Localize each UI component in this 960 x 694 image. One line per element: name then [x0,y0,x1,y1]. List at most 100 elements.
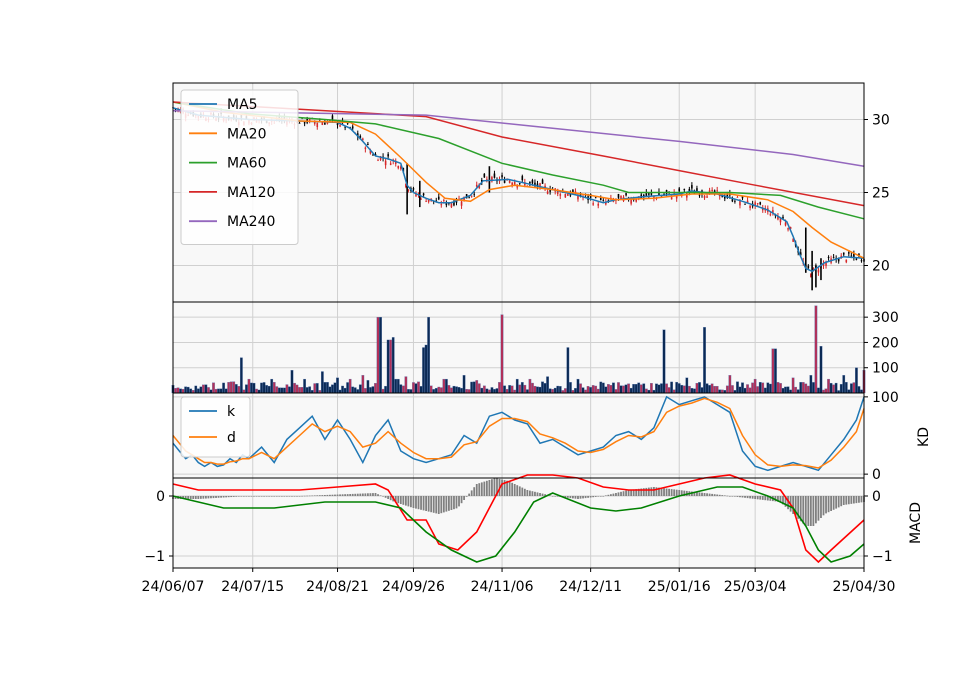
candle-body [546,191,549,194]
candle-body [529,181,531,184]
macd-hist-bar [594,496,597,497]
macd-hist-bar [751,496,754,499]
volume-bar [277,387,281,394]
macd-hist-bar [323,495,326,496]
macd-hist-bar [397,496,400,504]
volume-bar [819,346,823,394]
candle-body [703,195,706,199]
macd-hist-bar [852,496,855,504]
macd-hist-bar [721,495,724,496]
macd-hist-bar [518,486,521,496]
volume-bar [320,371,324,394]
volume-bar [685,377,689,394]
macd-hist-bar [589,496,592,498]
volume-bar [849,383,853,394]
x-tick-label: 25/03/04 [724,579,787,595]
macd-hist-bar [435,496,438,514]
candle-body [339,125,341,127]
volume-bar [303,378,306,394]
candle-body [625,193,627,196]
candle-body [807,265,810,269]
candle-body [336,123,339,126]
volume-bar [394,378,398,394]
volume-bar [809,375,813,394]
candle-body [736,196,739,198]
panel-bg-kd [173,393,864,478]
macd-hist-bar [678,490,681,496]
candle-body [316,122,319,128]
volume-bar [369,387,372,394]
candle-body [389,163,392,165]
macd-hist-bar [663,488,665,496]
candle-body [716,190,718,192]
volume-bar [842,375,846,394]
candle-body [787,228,789,230]
macd-axis-label: MACD [908,502,924,544]
volume-bar [556,385,560,394]
candle-body [308,118,311,122]
volume-bar [725,385,729,394]
candle-body [860,260,863,262]
macd-hist-bar [731,496,734,497]
macd-hist-bar [754,496,757,499]
macd-hist-bar [475,484,478,496]
volume-bar [829,382,833,394]
volume-bar [222,382,225,394]
volume-bar [700,387,704,394]
volume-bar [510,385,514,394]
candle-body [531,180,534,184]
volume-bar [586,386,590,394]
x-tick-label: 24/08/21 [306,579,369,595]
candle-body [817,269,820,273]
volume-bar [776,382,780,394]
macd-hist-bar [359,493,362,496]
macd-hist-bar [468,493,471,496]
macd-hist-bar [339,494,341,496]
macd-hist-bar [698,492,701,496]
macd-hist-bar [187,496,190,499]
macd-hist-bar [184,496,187,499]
candle-body [711,189,713,192]
volume-bar [437,386,441,394]
candle-body [501,175,503,178]
volume-bar [422,347,425,394]
macd-hist-bar [470,490,473,496]
macd-hist-bar [802,496,805,524]
volume-bar [515,378,519,394]
candle-body [602,200,605,201]
candle-body [374,153,377,156]
macd-hist-bar [764,496,767,501]
volume-bar [179,388,182,394]
candle-body [445,202,448,206]
candle-body [605,201,607,205]
volume-bar [551,389,555,394]
volume-bar [741,382,744,394]
volume-bar [667,387,671,394]
candle-body [782,216,784,219]
macd-hist-bar [399,496,402,504]
candle-body [799,252,802,256]
candle-body [567,193,569,196]
candle-body [427,199,430,202]
volume-bar [217,388,220,394]
macd-hist-bar [437,496,440,514]
candle-body [384,160,387,166]
candle-body [597,203,600,206]
volume-bar [224,388,228,394]
volume-bar [791,377,795,394]
volume-bar [232,381,236,394]
macd-hist-bar [625,490,627,496]
macd-hist-bar [825,496,827,514]
candle-body [394,160,397,164]
macd-hist-bar [741,496,744,498]
volume-bar [794,386,798,394]
candle-body [842,252,845,255]
volume-bar [419,386,423,394]
volume-bar [270,378,274,394]
candle-body [460,201,463,206]
macd-hist-bar [587,496,590,498]
volume-bar [518,384,522,394]
macd-hist-bar [286,496,288,497]
macd-hist-bar [278,496,281,497]
